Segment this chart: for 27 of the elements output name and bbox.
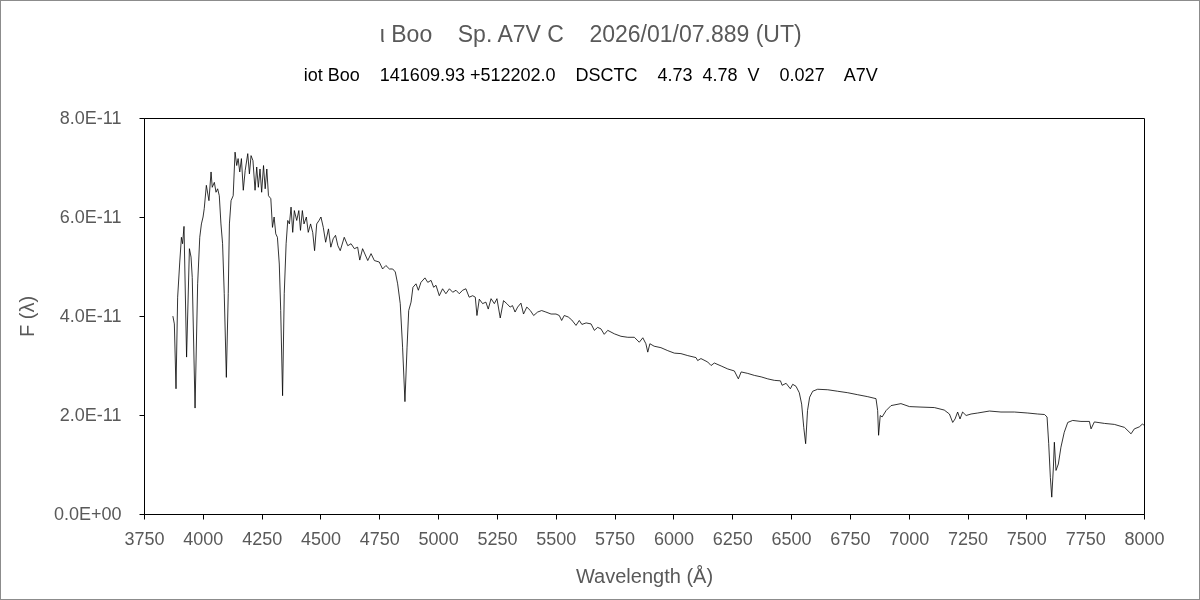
chart-subtitle: iot Boo 141609.93 +512202.0 DSCTC 4.73 4.78 V 0.027 A7V (303, 65, 878, 85)
x-tick-label: 6000 (653, 528, 694, 549)
x-tick-label: 7500 (1006, 528, 1047, 549)
y-tick-label: 4.0E-11 (59, 305, 122, 326)
x-tick-label: 7250 (948, 528, 989, 549)
chart-title: ι Boo Sp. A7V C 2026/01/07.889 (UT) (379, 21, 802, 47)
x-axis-title: Wavelength (Å) (575, 564, 714, 587)
y-tick-label: 2.0E-11 (59, 404, 122, 425)
x-tick-label: 5000 (418, 528, 459, 549)
x-tick-label: 4750 (359, 528, 400, 549)
y-tick-label: 6.0E-11 (59, 206, 122, 227)
x-tick-label: 5250 (477, 528, 518, 549)
x-tick-label: 5750 (595, 528, 636, 549)
x-tick-label: 6250 (712, 528, 753, 549)
x-tick-label: 7750 (1065, 528, 1106, 549)
x-tick-label: 6750 (830, 528, 871, 549)
y-axis-title: F (λ) (15, 295, 38, 338)
y-tick-label: 0.0E+00 (53, 503, 122, 524)
x-tick-label: 5500 (536, 528, 577, 549)
x-tick-label: 4000 (183, 528, 224, 549)
y-tick-label: 8.0E-11 (59, 107, 122, 128)
x-tick-label: 8000 (1124, 528, 1165, 549)
x-tick-label: 4250 (242, 528, 283, 549)
x-tick-label: 4500 (300, 528, 341, 549)
x-tick-label: 6500 (771, 528, 812, 549)
x-tick-label: 3750 (124, 528, 165, 549)
x-tick-label: 7000 (889, 528, 930, 549)
